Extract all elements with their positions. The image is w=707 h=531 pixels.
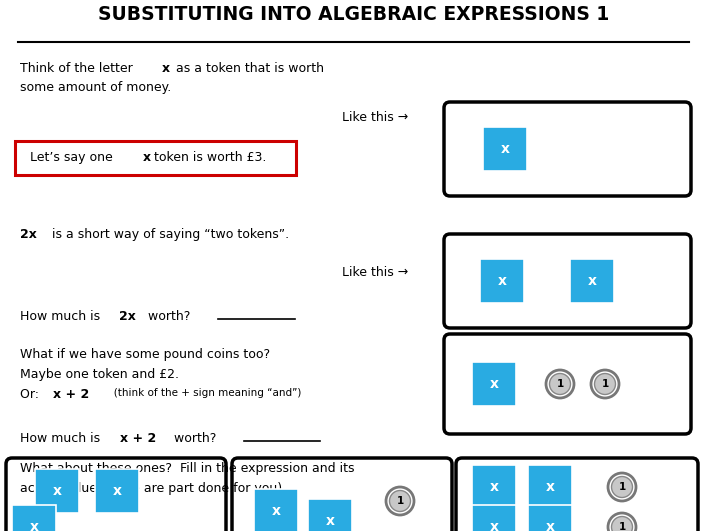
FancyBboxPatch shape xyxy=(472,465,516,509)
Text: Or:: Or: xyxy=(20,388,47,401)
Text: worth?: worth? xyxy=(170,432,216,445)
Text: x: x xyxy=(143,151,151,165)
Text: is a short way of saying “two tokens”.: is a short way of saying “two tokens”. xyxy=(49,228,290,241)
Circle shape xyxy=(591,370,619,398)
FancyBboxPatch shape xyxy=(15,141,296,175)
Text: 2x: 2x xyxy=(20,228,37,241)
Text: 1: 1 xyxy=(556,379,563,389)
FancyBboxPatch shape xyxy=(254,489,298,531)
Circle shape xyxy=(612,476,633,498)
Text: x: x xyxy=(112,484,122,498)
Text: Maybe one token and £2.: Maybe one token and £2. xyxy=(20,368,179,381)
Text: 1: 1 xyxy=(619,522,626,531)
FancyBboxPatch shape xyxy=(6,458,226,531)
Circle shape xyxy=(546,370,574,398)
Text: 1: 1 xyxy=(619,482,626,492)
FancyBboxPatch shape xyxy=(480,259,524,303)
Text: (think of the + sign meaning “and”): (think of the + sign meaning “and”) xyxy=(104,388,301,398)
Circle shape xyxy=(386,487,414,515)
FancyBboxPatch shape xyxy=(528,505,572,531)
Circle shape xyxy=(549,373,571,395)
Circle shape xyxy=(608,513,636,531)
Text: x: x xyxy=(30,520,38,531)
FancyBboxPatch shape xyxy=(95,469,139,513)
Text: x: x xyxy=(271,504,281,518)
FancyBboxPatch shape xyxy=(472,362,516,406)
FancyBboxPatch shape xyxy=(483,127,527,171)
Circle shape xyxy=(595,373,616,395)
Text: Like this →: Like this → xyxy=(342,112,408,124)
Text: x: x xyxy=(546,480,554,494)
Text: actual value (some are part done for you).: actual value (some are part done for you… xyxy=(20,482,286,495)
Text: x + 2: x + 2 xyxy=(119,432,156,445)
Text: 2x: 2x xyxy=(119,310,136,323)
Text: x: x xyxy=(501,142,510,156)
Text: Like this →: Like this → xyxy=(342,266,408,278)
Text: Think of the letter: Think of the letter xyxy=(20,62,136,75)
Text: x + 2: x + 2 xyxy=(53,388,89,401)
Circle shape xyxy=(390,491,411,511)
Text: token is worth £3.: token is worth £3. xyxy=(149,151,266,165)
Text: x: x xyxy=(489,480,498,494)
Circle shape xyxy=(612,517,633,531)
Text: x: x xyxy=(546,520,554,531)
Text: Let’s say one: Let’s say one xyxy=(30,151,117,165)
Text: 1: 1 xyxy=(397,496,404,506)
Text: some amount of money.: some amount of money. xyxy=(20,81,171,94)
Text: x: x xyxy=(52,484,62,498)
FancyBboxPatch shape xyxy=(528,465,572,509)
Text: worth?: worth? xyxy=(144,310,191,323)
Text: x: x xyxy=(325,514,334,528)
Text: What if we have some pound coins too?: What if we have some pound coins too? xyxy=(20,348,270,361)
FancyBboxPatch shape xyxy=(35,469,79,513)
Text: x: x xyxy=(489,520,498,531)
Text: SUBSTITUTING INTO ALGEBRAIC EXPRESSIONS 1: SUBSTITUTING INTO ALGEBRAIC EXPRESSIONS … xyxy=(98,5,609,24)
Text: How much is: How much is xyxy=(20,432,104,445)
Text: What about these ones?  Fill in the expression and its: What about these ones? Fill in the expre… xyxy=(20,462,354,475)
Text: x: x xyxy=(161,62,170,75)
FancyBboxPatch shape xyxy=(456,458,698,531)
FancyBboxPatch shape xyxy=(444,334,691,434)
FancyBboxPatch shape xyxy=(232,458,452,531)
Circle shape xyxy=(608,473,636,501)
Text: How much is: How much is xyxy=(20,310,104,323)
Text: 1: 1 xyxy=(602,379,609,389)
FancyBboxPatch shape xyxy=(444,234,691,328)
FancyBboxPatch shape xyxy=(570,259,614,303)
FancyBboxPatch shape xyxy=(444,102,691,196)
FancyBboxPatch shape xyxy=(12,505,56,531)
Text: x: x xyxy=(489,377,498,391)
Text: as a token that is worth: as a token that is worth xyxy=(172,62,324,75)
Text: x: x xyxy=(498,274,506,288)
Text: x: x xyxy=(588,274,597,288)
FancyBboxPatch shape xyxy=(472,505,516,531)
FancyBboxPatch shape xyxy=(308,499,352,531)
